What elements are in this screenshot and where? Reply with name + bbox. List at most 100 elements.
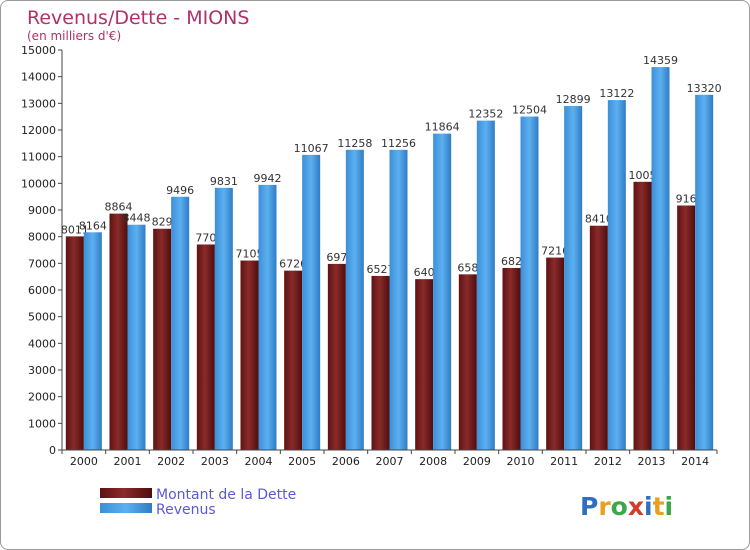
y-tick-label: 10000 <box>21 177 56 190</box>
value-label-revenus: 11258 <box>337 137 372 150</box>
chart-subtitle: (en milliers d'€) <box>27 29 121 43</box>
value-label-revenus: 8448 <box>123 212 151 225</box>
logo-letter: i <box>644 492 653 521</box>
bar-dette <box>371 275 390 450</box>
value-label-revenus: 9831 <box>210 175 238 188</box>
bar-dette <box>284 270 303 450</box>
value-label-revenus: 11864 <box>425 121 460 134</box>
value-label-dette: 7216 <box>541 245 569 258</box>
bar-revenus <box>651 67 670 451</box>
bar-revenus <box>520 116 539 450</box>
legend-label-revenus: Revenus <box>156 502 216 518</box>
y-tick-label: 11000 <box>21 151 56 164</box>
x-tick-label: 2003 <box>201 455 229 468</box>
y-tick-label: 3000 <box>28 364 56 377</box>
y-tick-label: 15000 <box>21 44 56 57</box>
bar-dette <box>415 279 434 450</box>
y-axis: 0 1000 2000 3000 4000 5000 6000 7000 8000 9000 100… <box>21 44 63 457</box>
value-label-revenus: 9496 <box>166 184 194 197</box>
value-label-dette: 8410 <box>585 213 613 226</box>
bar-dette <box>677 205 696 450</box>
bar-revenus <box>345 149 364 450</box>
logo-letter: i <box>665 492 674 521</box>
bar-revenus <box>607 100 626 450</box>
value-label-dette: 640 <box>414 266 435 279</box>
x-tick-label: 2006 <box>332 455 360 468</box>
bar-dette <box>153 228 172 450</box>
value-label-revenus: 12504 <box>512 104 547 117</box>
value-label-dette: 829 <box>152 216 173 229</box>
value-label-revenus: 14359 <box>643 54 678 67</box>
bar-dette <box>502 267 521 450</box>
value-label-dette: 8011 <box>61 223 89 236</box>
y-tick-label: 14000 <box>21 71 56 84</box>
bar-dette <box>327 263 346 450</box>
value-label-revenus: 12899 <box>556 93 591 106</box>
bar-dette <box>65 236 84 450</box>
y-tick-label: 2000 <box>28 391 56 404</box>
legend-swatch-revenus <box>100 503 152 513</box>
value-label-dette: 770 <box>195 231 216 244</box>
y-tick-label: 4000 <box>28 337 56 350</box>
value-label-dette: 682 <box>501 255 522 268</box>
x-tick-label: 2009 <box>463 455 491 468</box>
legend: Montant de la Dette Revenus <box>100 487 296 518</box>
y-tick-label: 9000 <box>28 204 56 217</box>
y-tick-label: 1000 <box>28 417 56 430</box>
value-label-revenus: 13320 <box>687 82 722 95</box>
y-tick-label: 5000 <box>28 311 56 324</box>
logo-letter: x <box>628 492 644 521</box>
bar-revenus <box>83 232 102 450</box>
x-tick-label: 2012 <box>594 455 622 468</box>
bar-revenus <box>695 94 714 451</box>
bar-dette <box>633 181 652 450</box>
x-tick-label: 2001 <box>114 455 142 468</box>
value-label-revenus: 12352 <box>468 108 503 121</box>
legend-label-debt: Montant de la Dette <box>156 487 296 503</box>
x-tick-label: 2014 <box>681 455 709 468</box>
x-axis: 2000 2001 2002 2003 2004 2005 2006 2007 2008 2009… <box>61 449 718 468</box>
value-label-revenus: 11256 <box>381 137 416 150</box>
bar-revenus <box>171 196 190 450</box>
value-label-dette: 6726 <box>279 258 307 271</box>
x-tick-label: 2013 <box>638 455 666 468</box>
bar-revenus <box>433 133 452 451</box>
value-label-revenus: 8164 <box>79 219 107 232</box>
bar-revenus <box>302 154 321 450</box>
bar-dette <box>589 225 608 450</box>
x-tick-label: 2011 <box>550 455 578 468</box>
value-label-dette: 697 <box>326 251 347 264</box>
chart-title: Revenus/Dette - MIONS <box>27 7 249 29</box>
bar-revenus <box>476 120 495 450</box>
bar-revenus <box>389 149 408 450</box>
value-label-dette: 8864 <box>105 201 133 214</box>
x-tick-label: 2008 <box>419 455 447 468</box>
x-tick-label: 2002 <box>157 455 185 468</box>
bar-dette <box>196 244 215 450</box>
value-label-revenus: 9942 <box>254 172 282 185</box>
y-tick-label: 0 <box>49 444 56 457</box>
logo-letter: t <box>653 492 665 521</box>
value-label-revenus: 11067 <box>294 142 329 155</box>
x-tick-label: 2000 <box>70 455 98 468</box>
bar-revenus <box>258 184 277 450</box>
bar-dette <box>458 274 477 450</box>
y-tick-label: 8000 <box>28 231 56 244</box>
proxiti-logo: Proxiti <box>580 492 673 521</box>
logo-letter: o <box>611 492 628 521</box>
value-label-dette: 1005 <box>629 169 657 182</box>
legend-swatch-debt <box>100 488 152 498</box>
bar-dette <box>546 257 565 450</box>
y-tick-label: 12000 <box>21 124 56 137</box>
y-tick-label: 7000 <box>28 257 56 270</box>
bar-dette <box>109 213 128 450</box>
y-tick-label: 13000 <box>21 97 56 110</box>
y-tick-label: 6000 <box>28 284 56 297</box>
bar-revenus <box>127 224 146 450</box>
logo-letter: r <box>598 492 611 521</box>
x-tick-label: 2007 <box>376 455 404 468</box>
x-tick-label: 2005 <box>288 455 316 468</box>
bar-revenus <box>214 187 233 450</box>
